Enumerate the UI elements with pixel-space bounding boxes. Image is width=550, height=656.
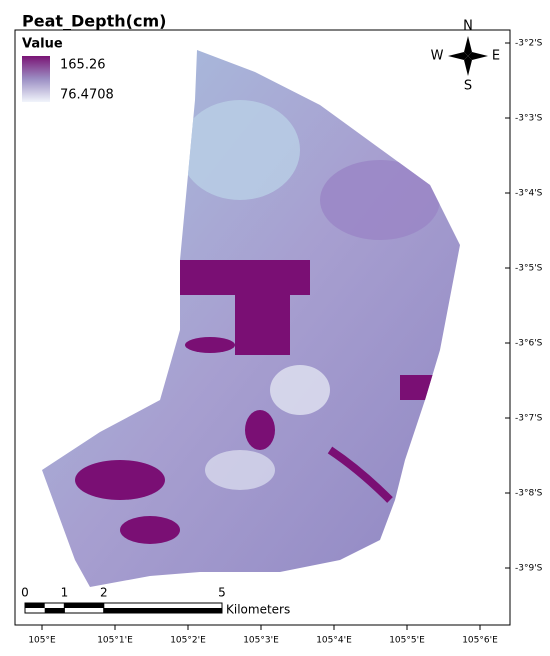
compass-n: N [463,19,473,34]
map-frame [14,29,511,626]
lon-label: 105°4'E [316,636,352,646]
lon-label: 105°6'E [462,636,498,646]
lon-label: 105°1'E [97,636,133,646]
legend-ramp [22,56,50,102]
scale-label: 0 [21,586,29,600]
legend-min: 76.4708 [60,88,114,103]
lat-label: -3°8'S [515,489,543,499]
lat-label: -3°5'S [515,264,543,274]
north-arrow: N S W E [431,19,501,94]
lat-label: -3°4'S [515,189,543,199]
lat-label: -3°7'S [515,414,543,424]
lon-label: 105°E [28,636,56,646]
map-title: Peat_Depth(cm) [22,12,166,31]
legend-label: Value [22,37,63,52]
scale-label: 2 [100,586,108,600]
lon-label: 105°3'E [243,636,279,646]
scale-seg [25,603,45,608]
scale-seg [64,603,104,608]
peat-raster [42,50,460,587]
compass-w: W [431,49,444,64]
scale-seg [44,608,65,613]
lon-label: 105°2'E [170,636,206,646]
compass-e: E [492,49,500,64]
lat-label: -3°6'S [515,339,543,349]
scale-label: 5 [218,586,226,600]
scale-seg [103,608,222,613]
scale-unit: Kilometers [226,603,290,617]
lat-label: -3°3'S [515,114,543,124]
lat-label: -3°9'S [515,564,543,574]
legend-max: 165.26 [60,58,106,73]
lat-label: -3°2'S [515,39,543,49]
scale-label: 1 [61,586,69,600]
compass-s: S [464,79,472,94]
lon-label: 105°5'E [389,636,425,646]
